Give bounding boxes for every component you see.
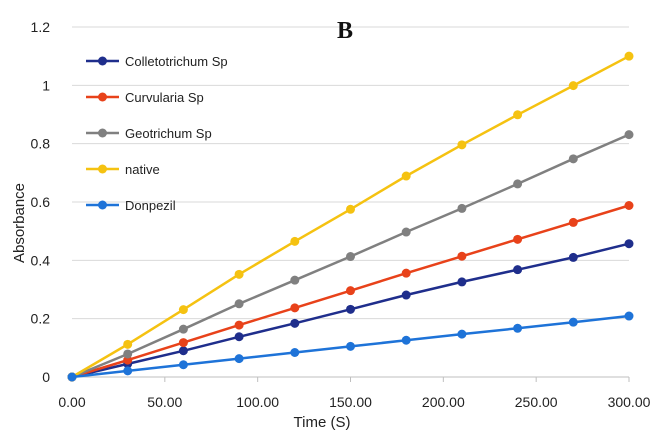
legend-label: Donpezil [125,198,176,213]
data-point [178,324,188,334]
data-point [624,311,634,321]
data-point [568,252,578,262]
data-point [457,277,467,287]
data-point [513,179,523,189]
data-point [346,252,355,262]
y-tick-label: 0.8 [31,136,51,152]
data-point [624,51,634,61]
x-tick-label: 150.00 [329,394,372,410]
data-point [290,348,300,357]
data-point [513,323,523,333]
x-tick-label: 300.00 [608,394,651,410]
data-point [178,360,188,370]
y-tick-label: 0.6 [31,194,51,210]
y-axis-title: Absorbance [11,183,28,263]
data-point [568,154,578,164]
data-point [457,140,467,150]
legend-swatch-marker [98,128,107,138]
data-point [346,286,355,296]
data-point [178,305,188,315]
data-point [123,339,133,349]
y-tick-label: 0.2 [31,311,51,327]
data-point [401,227,411,237]
legend-item: Geotrichum Sp [86,126,212,141]
data-point [123,349,133,359]
series-donpezil [67,311,634,382]
data-point [234,299,244,309]
series-curvularia-sp [67,201,634,382]
legend-swatch-marker [98,56,107,66]
data-point [346,204,355,214]
data-point [67,372,77,382]
axes: 0 0.2 0.4 0.6 0.8 1 1.2 0.00 50.00 100.00 150.00 20… [31,19,651,410]
legend-item: native [86,162,160,177]
data-point [234,320,244,330]
legend-swatch-marker [98,200,107,210]
data-point [568,317,578,327]
data-point [624,130,634,140]
x-tick-label: 50.00 [147,394,182,410]
data-point [624,201,634,210]
x-tick-label: 200.00 [422,394,465,410]
data-point [290,318,300,328]
data-point [234,332,244,342]
data-point [401,335,411,345]
x-tick-label: 100.00 [236,394,279,410]
data-point [624,239,634,249]
x-tick-label: 250.00 [515,394,558,410]
legend-item: Donpezil [86,198,176,213]
data-point [234,269,244,279]
data-point [346,304,355,314]
data-point [178,346,188,356]
y-tick-label: 0 [42,369,50,385]
y-tick-label: 0.4 [31,252,51,268]
data-point [401,290,411,300]
panel-label: B [337,18,353,44]
data-point [513,265,523,275]
data-point [123,366,133,376]
x-axis-title: Time (S) [294,414,351,431]
data-point [290,303,300,313]
legend-label: Geotrichum Sp [125,126,212,141]
legend: Colletotrichum Sp Curvularia Sp Geotrichum… [86,54,228,213]
data-point [568,217,578,227]
y-tick-label: 1.2 [31,19,51,35]
data-point [401,268,411,278]
legend-item: Curvularia Sp [86,90,204,105]
data-point [401,171,411,181]
data-point [346,341,355,351]
data-point [457,203,467,213]
legend-label: native [125,162,160,177]
data-point [234,354,244,364]
data-point [457,251,467,261]
legend-label: Colletotrichum Sp [125,54,228,69]
legend-swatch-marker [98,92,107,102]
data-point [457,329,467,339]
legend-item: Colletotrichum Sp [86,54,228,69]
data-point [178,338,188,348]
data-point [568,81,578,91]
data-point [290,275,300,285]
series-lines [67,51,634,382]
legend-label: Curvularia Sp [125,90,204,105]
y-tick-label: 1 [42,77,50,93]
data-point [513,110,523,120]
x-tick-label: 0.00 [58,394,85,410]
data-point [290,236,300,246]
gridlines [72,26,629,320]
legend-swatch-marker [98,164,107,174]
data-point [513,234,523,244]
